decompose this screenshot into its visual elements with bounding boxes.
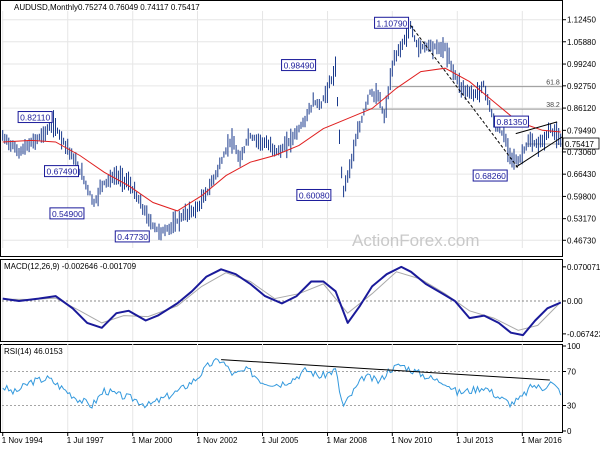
macd-tick-label: 0.00 [567, 297, 583, 306]
y-tick-label: 0.79490 [567, 126, 596, 135]
price-annotation-label: 1.10790 [377, 18, 408, 28]
price-annotation-box [296, 188, 332, 201]
macd-axis: 0.070071 0.00 -0.067423 [562, 263, 600, 339]
x-tick-label: 1 Nov 2002 [197, 436, 238, 445]
price-series [2, 21, 562, 241]
macd-series [2, 265, 562, 337]
price-annotation-label: 0.67490 [47, 167, 78, 177]
current-price-box [562, 137, 600, 150]
y-tick-label: 0.59800 [567, 192, 596, 201]
x-tick-label: 1 Jul 1997 [67, 436, 104, 445]
price-annotations: 1.10790 0.98490 0.82110 0.81350 0.67490 0.682… [17, 16, 529, 243]
moving-average-line [2, 67, 561, 212]
rsi-trendline-line [221, 359, 550, 381]
y-tick-label: 1.12450 [567, 16, 596, 25]
x-tick-label: 1 Mar 2008 [327, 436, 368, 445]
macd-grid [2, 260, 562, 341]
price-annotation-box [472, 169, 508, 182]
macd-title: MACD(12,26,9) -0.002646 -0.001709 [4, 262, 137, 271]
symbol-title: AUDUSD,Monthly [14, 3, 78, 12]
price-annotation-box [493, 115, 529, 128]
rsi-tick-label: 30 [567, 402, 576, 411]
rsi-tick-label: 70 [567, 368, 576, 377]
price-grid [2, 11, 562, 248]
rsi-tick-label: 0 [567, 427, 572, 436]
price-bars [2, 21, 562, 241]
fib-level-label: 61.8 [546, 80, 560, 87]
price-annotation-box [374, 16, 410, 29]
price-annotation-box [17, 111, 53, 124]
rsi-panel [0, 344, 563, 433]
rsi-title: RSI(14) 46.0153 [4, 347, 63, 356]
rsi-line [2, 358, 562, 409]
price-annotation-box [281, 59, 317, 72]
watermark: ActionForex.com [352, 231, 480, 250]
price-panel [0, 0, 563, 257]
price-annotation-box [44, 165, 80, 178]
y-tick-label: 0.92750 [567, 82, 596, 91]
y-tick-label: 1.05880 [567, 38, 596, 47]
rsi-trendline [221, 359, 550, 381]
price-annotation-label: 0.54900 [52, 209, 83, 219]
price-annotation-box [114, 230, 150, 243]
price-annotation-label: 0.98490 [284, 61, 315, 71]
macd-line [2, 265, 562, 337]
y-tick-label: 0.99240 [567, 60, 596, 69]
current-price-label: 0.75417 [565, 140, 594, 149]
fib-level-label: 38.2 [546, 102, 560, 109]
x-tick-label: 1 Mar 2000 [132, 436, 173, 445]
macd-panel [0, 259, 563, 342]
macd-signal-line [2, 271, 562, 331]
y-tick-label: 0.66430 [567, 170, 596, 179]
price-annotation-label: 0.68260 [475, 171, 506, 181]
price-annotation-label: 0.47730 [117, 232, 148, 242]
price-levels: 61.8 38.2 0.75417 [362, 80, 600, 150]
price-annotation-box [49, 207, 85, 220]
x-tick-label: 1 Jul 2005 [262, 436, 299, 445]
channel-line [515, 136, 563, 168]
price-trendlines [410, 24, 563, 169]
macd-tick-label: -0.067423 [567, 330, 600, 339]
y-tick-label: 0.53170 [567, 215, 596, 224]
channel-line [515, 121, 558, 135]
x-tick-label: 1 Nov 2010 [391, 436, 432, 445]
y-tick-label: 0.73060 [567, 148, 596, 157]
price-annotation-label: 0.60080 [299, 190, 330, 200]
rsi-levels [2, 371, 562, 406]
x-tick-label: 1 Jul 2013 [456, 436, 493, 445]
y-tick-label: 0.46730 [567, 236, 596, 245]
header: AUDUSD,Monthly 0.75274 0.76049 0.74117 0… [14, 3, 200, 12]
rsi-series [2, 358, 562, 409]
time-axis: 1 Nov 1994 1 Jul 1997 1 Mar 2000 1 Nov 2002… [2, 432, 562, 445]
macd-tick-label: 0.070071 [567, 263, 600, 272]
price-axis: 1.12450 1.05880 0.99240 0.92750 0.86120 0.794… [562, 16, 596, 245]
ohlc-values: 0.75274 0.76049 0.74117 0.75417 [78, 3, 200, 12]
rsi-tick-label: 100 [567, 342, 581, 351]
rsi-grid [2, 344, 523, 432]
y-tick-label: 0.86120 [567, 104, 596, 113]
x-tick-label: 1 Nov 1994 [2, 436, 43, 445]
price-annotation-label: 0.81350 [496, 117, 527, 127]
rsi-axis: 100 70 30 0 [562, 342, 581, 436]
price-annotation-label: 0.82110 [20, 113, 50, 123]
x-tick-label: 1 Mar 2016 [521, 436, 562, 445]
